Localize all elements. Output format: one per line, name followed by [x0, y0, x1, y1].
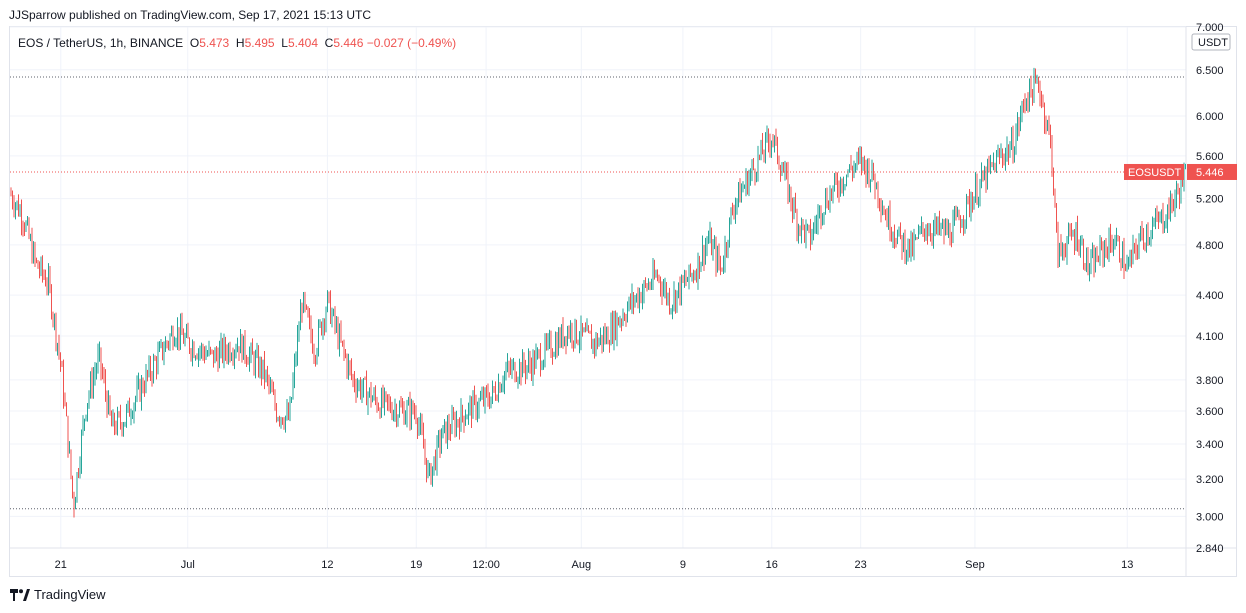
- low-value: 5.404: [287, 36, 318, 50]
- open-label: O: [189, 36, 200, 50]
- time-tick-label: Aug: [572, 559, 592, 571]
- price-tick-label: 3.000: [1196, 511, 1224, 523]
- change-value: −0.027 (−0.49%): [366, 36, 457, 50]
- high-label: H: [235, 36, 245, 50]
- price-tick-label: 4.100: [1196, 331, 1224, 343]
- price-tick-label: 3.800: [1196, 375, 1224, 387]
- high-value: 5.495: [244, 36, 275, 50]
- footer: TradingView: [10, 587, 106, 602]
- price-tick-label: 3.200: [1196, 474, 1224, 486]
- time-tick-label: 21: [55, 559, 67, 571]
- price-tick-label: 6.000: [1196, 111, 1224, 123]
- open-value: 5.473: [199, 36, 230, 50]
- last-price-badge: [1187, 163, 1237, 180]
- last-price-label: 5.446: [1196, 167, 1224, 179]
- price-tick-label: 4.400: [1196, 290, 1224, 302]
- currency-label-box: [1191, 33, 1231, 51]
- time-tick-label: 12: [321, 559, 333, 571]
- tradingview-logo-icon: [10, 588, 30, 601]
- price-tick-label: 3.600: [1196, 406, 1224, 418]
- symbol-label[interactable]: EOS / TetherUS, 1h, BINANCE: [18, 36, 184, 50]
- price-tick-label: 5.200: [1196, 194, 1224, 206]
- price-tick-label: 6.500: [1196, 65, 1224, 77]
- symbol-badge-label: EOSUSDT: [1128, 167, 1181, 179]
- symbol-badge: [1124, 163, 1184, 180]
- low-label: L: [281, 36, 288, 50]
- currency-label: USDT: [1198, 37, 1228, 49]
- publisher-caption: JJSparrow published on TradingView.com, …: [9, 8, 371, 22]
- time-tick-label: 16: [766, 559, 778, 571]
- price-tick-label: 7.000: [1196, 22, 1224, 34]
- time-tick-label: 12:00: [472, 559, 500, 571]
- close-label: C: [324, 36, 334, 50]
- price-tick-label: 3.400: [1196, 439, 1224, 451]
- price-tick-label: 2.840: [1196, 543, 1224, 555]
- chart-legend: EOS / TetherUS, 1h, BINANCE O5.473 H5.49…: [18, 36, 456, 50]
- time-tick-label: Jul: [181, 559, 195, 571]
- time-tick-label: 9: [680, 559, 686, 571]
- price-tick-label: 4.800: [1196, 240, 1224, 252]
- footer-brand[interactable]: TradingView: [34, 587, 106, 602]
- time-tick-label: 13: [1121, 559, 1133, 571]
- time-tick-label: 23: [855, 559, 867, 571]
- time-tick-label: 19: [410, 559, 422, 571]
- time-tick-label: Sep: [965, 559, 985, 571]
- price-tick-label: 5.600: [1196, 151, 1224, 163]
- close-value: 5.446: [333, 36, 364, 50]
